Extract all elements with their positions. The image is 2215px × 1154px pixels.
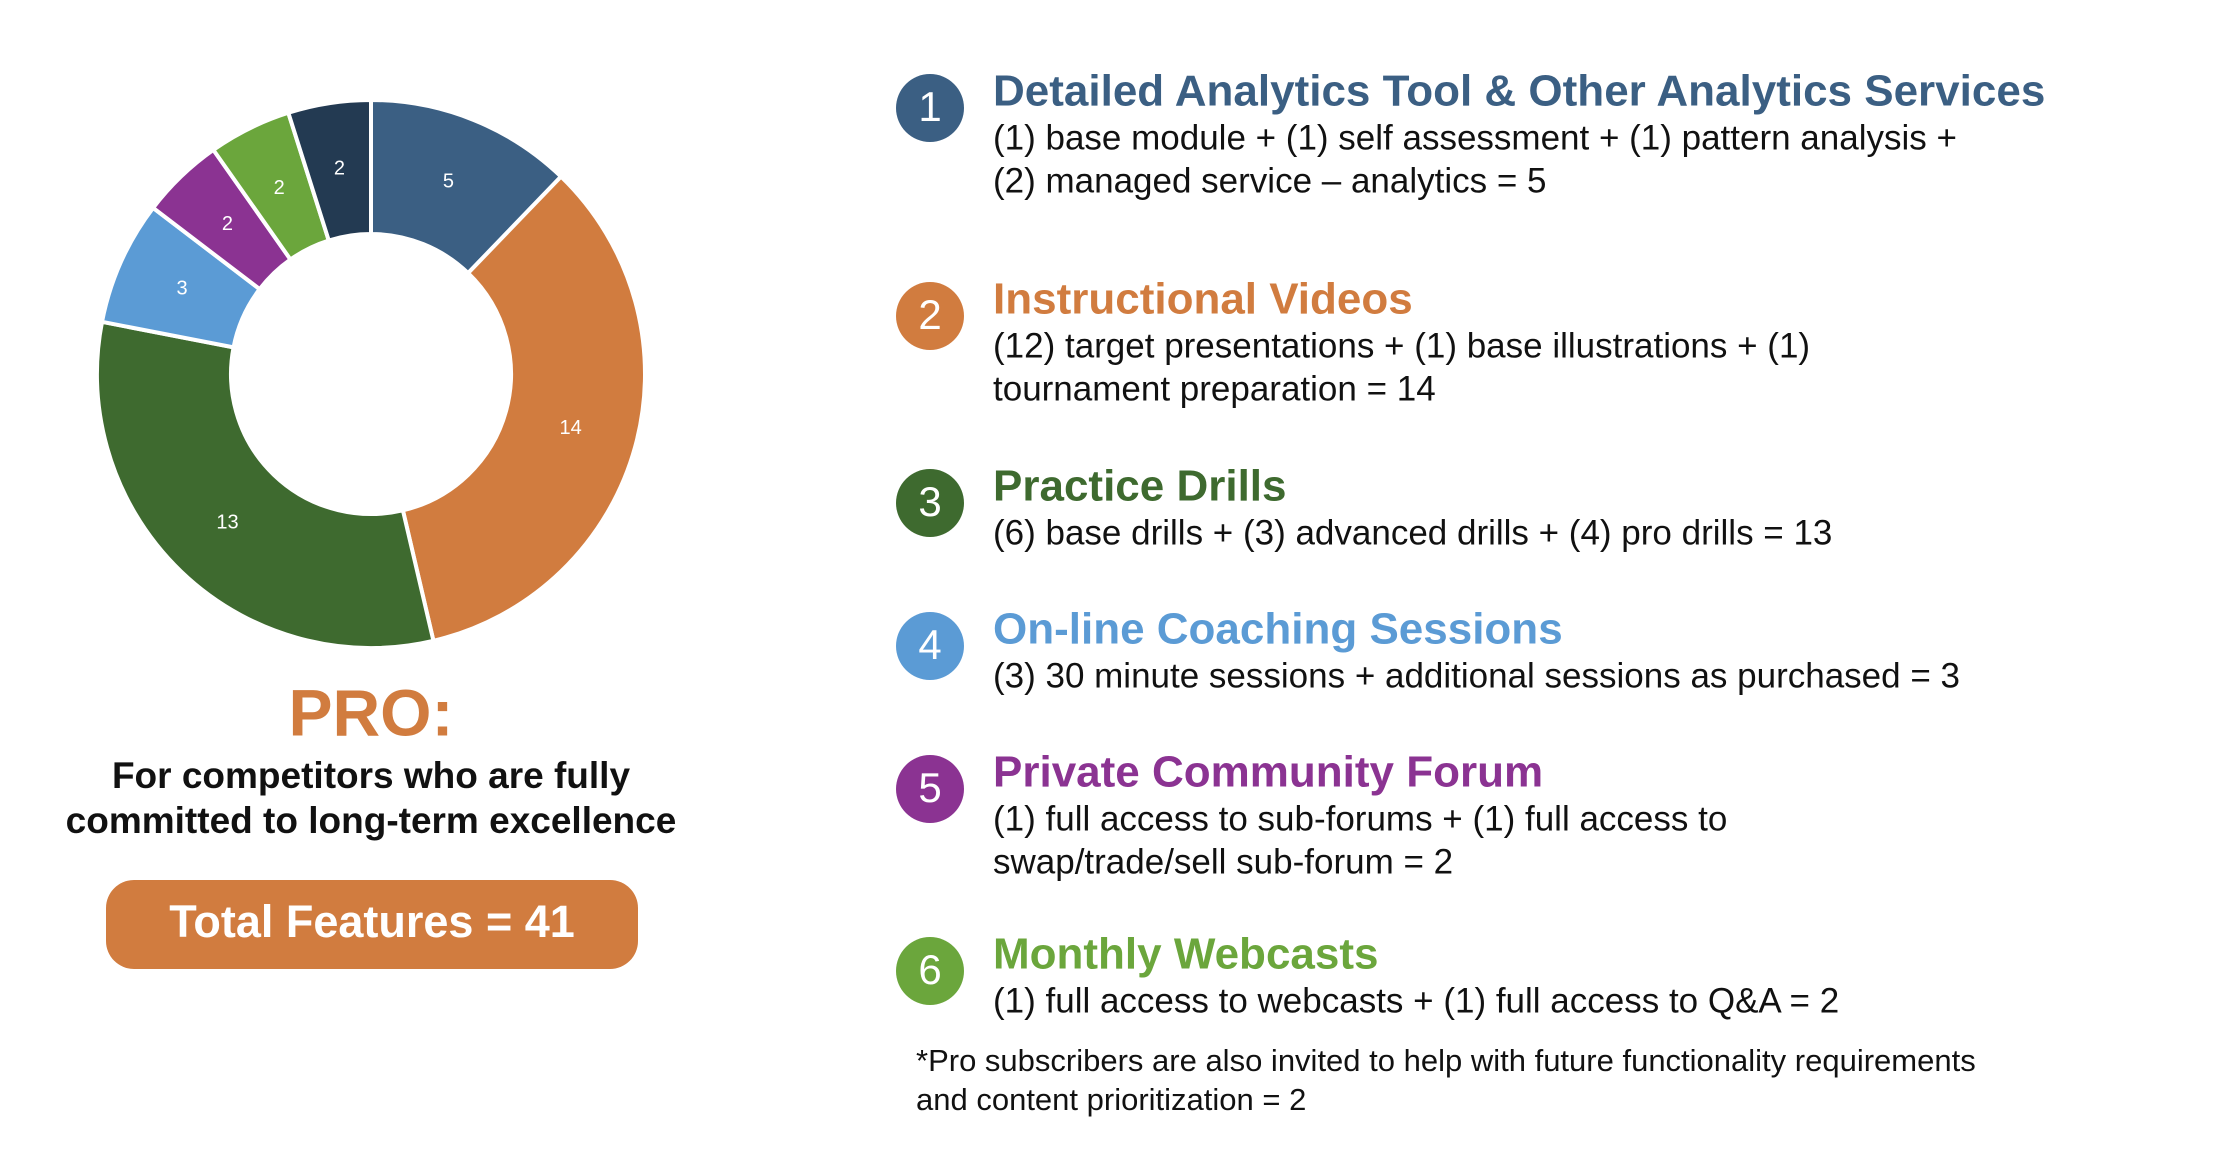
feature-description: (2) managed service – analytics = 5	[993, 161, 1546, 200]
number-badge	[896, 612, 964, 680]
donut-segment	[369, 97, 564, 276]
number-label: 6	[918, 946, 941, 993]
number-label: 3	[918, 478, 941, 525]
feature-description: tournament preparation = 14	[993, 369, 1436, 408]
footnote: *Pro subscribers are also invited to hel…	[916, 1043, 1976, 1078]
feature-title: Instructional Videos	[993, 275, 1413, 324]
data-label: 14	[559, 417, 581, 439]
tagline: For competitors who are fully	[112, 755, 630, 796]
feature-title: Detailed Analytics Tool & Other Analytic…	[993, 67, 2045, 116]
number-badge	[896, 74, 964, 142]
donut-segment	[285, 97, 373, 244]
footnote: and content prioritization = 2	[916, 1082, 1306, 1117]
feature-description: (12) target presentations + (1) base ill…	[993, 326, 1810, 365]
number-badge	[896, 937, 964, 1005]
feature-description: (1) full access to sub-forums + (1) full…	[993, 799, 1727, 838]
feature-title: Private Community Forum	[993, 748, 1543, 797]
number-label: 4	[918, 621, 941, 668]
number-label: 2	[918, 291, 941, 338]
headline: PRO:	[289, 675, 454, 749]
donut-segment	[95, 319, 436, 650]
feature-description: swap/trade/sell sub-forum = 2	[993, 842, 1453, 881]
feature-description: (6) base drills + (3) advanced drills + …	[993, 513, 1832, 552]
data-label: 2	[222, 213, 233, 235]
number-badge	[896, 755, 964, 823]
total-label: Total Features = 41	[169, 896, 575, 947]
feature-description: (1) full access to webcasts + (1) full a…	[993, 981, 1839, 1020]
data-label: 2	[334, 158, 345, 180]
feature-title: Practice Drills	[993, 462, 1287, 511]
feature-title: Monthly Webcasts	[993, 930, 1378, 979]
data-label: 2	[274, 177, 285, 199]
number-badge	[896, 469, 964, 537]
feature-title: On-line Coaching Sessions	[993, 605, 1563, 654]
tagline: committed to long-term excellence	[66, 800, 677, 841]
data-label: 3	[177, 278, 188, 300]
feature-description: (1) base module + (1) self assessment + …	[993, 118, 1957, 157]
feature-description: (3) 30 minute sessions + additional sess…	[993, 656, 1960, 695]
donut-segment	[400, 173, 647, 644]
number-label: 1	[918, 83, 941, 130]
data-label: 13	[216, 511, 238, 533]
total-badge	[106, 880, 638, 969]
data-label: 5	[443, 170, 454, 192]
number-badge	[896, 282, 964, 350]
number-label: 5	[918, 764, 941, 811]
